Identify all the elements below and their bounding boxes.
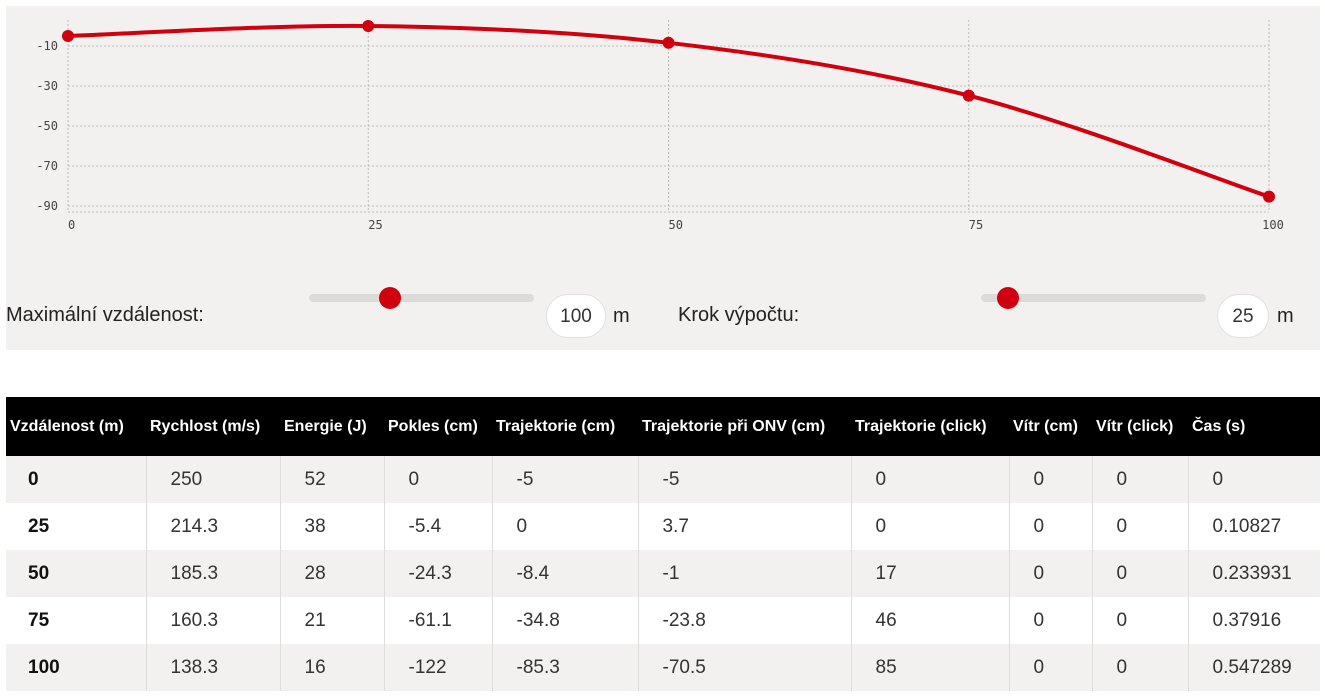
table-row: 100 138.3 16 -122 -85.3 -70.5 85 0 0 0.547289 [6, 644, 1320, 691]
max-distance-slider-track[interactable] [309, 294, 534, 302]
table-cell: 0 [491, 503, 638, 550]
table-cell: 3.7 [637, 503, 851, 550]
table-cell: 0.547289 [1187, 644, 1320, 691]
table-body: 0 250 52 0 -5 -5 0 0 0 0 25 214.3 38 -5.4 0 3.7 0 0 0 0.108… [6, 456, 1320, 691]
table-cell: -61.1 [383, 597, 492, 644]
x-tick-label: 50 [669, 218, 683, 232]
table-cell: 0 [1091, 597, 1188, 644]
x-tick-label: 75 [969, 218, 983, 232]
trajectory-line [66, 23, 1271, 199]
table-cell: 0 [850, 503, 1009, 550]
table-cell: 52 [279, 456, 384, 503]
table-cell: 0 [1091, 644, 1188, 691]
trajectory-panel: -10 -30 -50 -70 -90 0 25 50 75 100 Maximální vzdá… [6, 6, 1320, 350]
max-distance-label: Maximální vzdálenost: [6, 304, 204, 326]
data-point [1263, 190, 1275, 203]
table-cell: -85.3 [491, 644, 638, 691]
table-cell: -5 [637, 456, 851, 503]
x-tick-label: 100 [1262, 218, 1284, 232]
data-point [962, 89, 975, 102]
table-cell: 28 [279, 550, 384, 597]
table-cell: 85 [850, 644, 1009, 691]
col-trajectory: Trajektorie (cm) [496, 417, 616, 435]
table-cell: 0 [1091, 550, 1188, 597]
table-cell: 17 [850, 550, 1009, 597]
col-wind-click: Vítr (click) [1096, 417, 1174, 435]
table-cell: 50 [28, 562, 50, 584]
step-unit: m [1277, 305, 1294, 327]
y-tick-label: -70 [36, 159, 58, 173]
table-cell: 16 [279, 644, 384, 691]
table-cell: 0 [1091, 503, 1188, 550]
col-velocity: Rychlost (m/s) [150, 417, 261, 435]
table-cell: 0.37916 [1187, 597, 1320, 644]
table-cell: 0 [1008, 503, 1092, 550]
step-slider-handle[interactable] [997, 287, 1019, 309]
table-cell: -1 [637, 550, 851, 597]
max-distance-unit: m [613, 305, 630, 327]
data-point [662, 36, 675, 49]
table-cell: -23.8 [637, 597, 851, 644]
table-row: 50 185.3 28 -24.3 -8.4 -1 17 0 0 0.233931 [6, 550, 1320, 597]
col-wind-cm: Vítr (cm) [1013, 417, 1078, 435]
table-cell: 0.10827 [1187, 503, 1320, 550]
table-cell: 0 [850, 456, 1009, 503]
table-cell: 138.3 [145, 644, 280, 691]
table-header: Vzdálenost (m) Rychlost (m/s) Energie (J… [6, 397, 1320, 456]
table-row: 25 214.3 38 -5.4 0 3.7 0 0 0 0.10827 [6, 503, 1320, 550]
ballistics-table: Vzdálenost (m) Rychlost (m/s) Energie (J… [6, 397, 1320, 691]
table-cell: 160.3 [145, 597, 280, 644]
table-cell: 0 [1008, 644, 1092, 691]
table-cell: 0 [383, 456, 492, 503]
col-distance: Vzdálenost (m) [10, 417, 124, 435]
col-trajectory-onv: Trajektorie při ONV (cm) [642, 417, 826, 435]
trajectory-chart: -10 -30 -50 -70 -90 0 25 50 75 100 [36, 20, 1284, 232]
table-cell: -24.3 [383, 550, 492, 597]
table-cell: 21 [279, 597, 384, 644]
table-cell: 46 [850, 597, 1009, 644]
y-tick-label: -10 [36, 39, 58, 53]
table-cell: 0 [1091, 456, 1188, 503]
table-cell: -5 [491, 456, 638, 503]
data-point [362, 20, 375, 32]
table-header-row: Vzdálenost (m) Rychlost (m/s) Energie (J… [6, 397, 1320, 456]
table-cell: -122 [383, 644, 492, 691]
y-tick-label: -90 [36, 199, 58, 213]
table-cell: 100 [28, 656, 60, 678]
y-tick-label: -30 [36, 79, 58, 93]
step-input[interactable]: 25 [1217, 294, 1269, 338]
x-tick-label: 25 [368, 218, 382, 232]
col-time: Čas (s) [1192, 417, 1246, 435]
table-cell: 214.3 [145, 503, 280, 550]
table-cell: 185.3 [145, 550, 280, 597]
table-cell: 0 [1008, 597, 1092, 644]
table-cell: 0 [1008, 550, 1092, 597]
col-energy: Energie (J) [284, 417, 367, 435]
table-cell: -70.5 [637, 644, 851, 691]
max-distance-input[interactable]: 100 [546, 294, 606, 338]
y-tick-label: -50 [36, 119, 58, 133]
table-cell: 0.233931 [1187, 550, 1320, 597]
table-cell: 38 [279, 503, 384, 550]
table-cell: -8.4 [491, 550, 638, 597]
max-distance-slider-handle[interactable] [379, 287, 401, 309]
x-tick-label: 0 [68, 218, 75, 232]
table-cell: 250 [145, 456, 280, 503]
table-cell: 25 [28, 515, 50, 537]
table-row: 75 160.3 21 -61.1 -34.8 -23.8 46 0 0 0.37916 [6, 597, 1320, 644]
col-trajectory-click: Trajektorie (click) [855, 417, 987, 435]
step-label: Krok výpočtu: [678, 304, 800, 326]
table-cell: 0 [1008, 456, 1092, 503]
table-cell: -34.8 [491, 597, 638, 644]
step-slider-track[interactable] [981, 294, 1206, 302]
data-point [62, 30, 74, 42]
table-cell: 0 [28, 468, 39, 490]
table-cell: -5.4 [383, 503, 492, 550]
table-cell: 75 [28, 609, 50, 631]
col-drop: Pokles (cm) [388, 417, 478, 435]
table-row: 0 250 52 0 -5 -5 0 0 0 0 [6, 456, 1320, 503]
table-cell: 0 [1187, 456, 1320, 503]
